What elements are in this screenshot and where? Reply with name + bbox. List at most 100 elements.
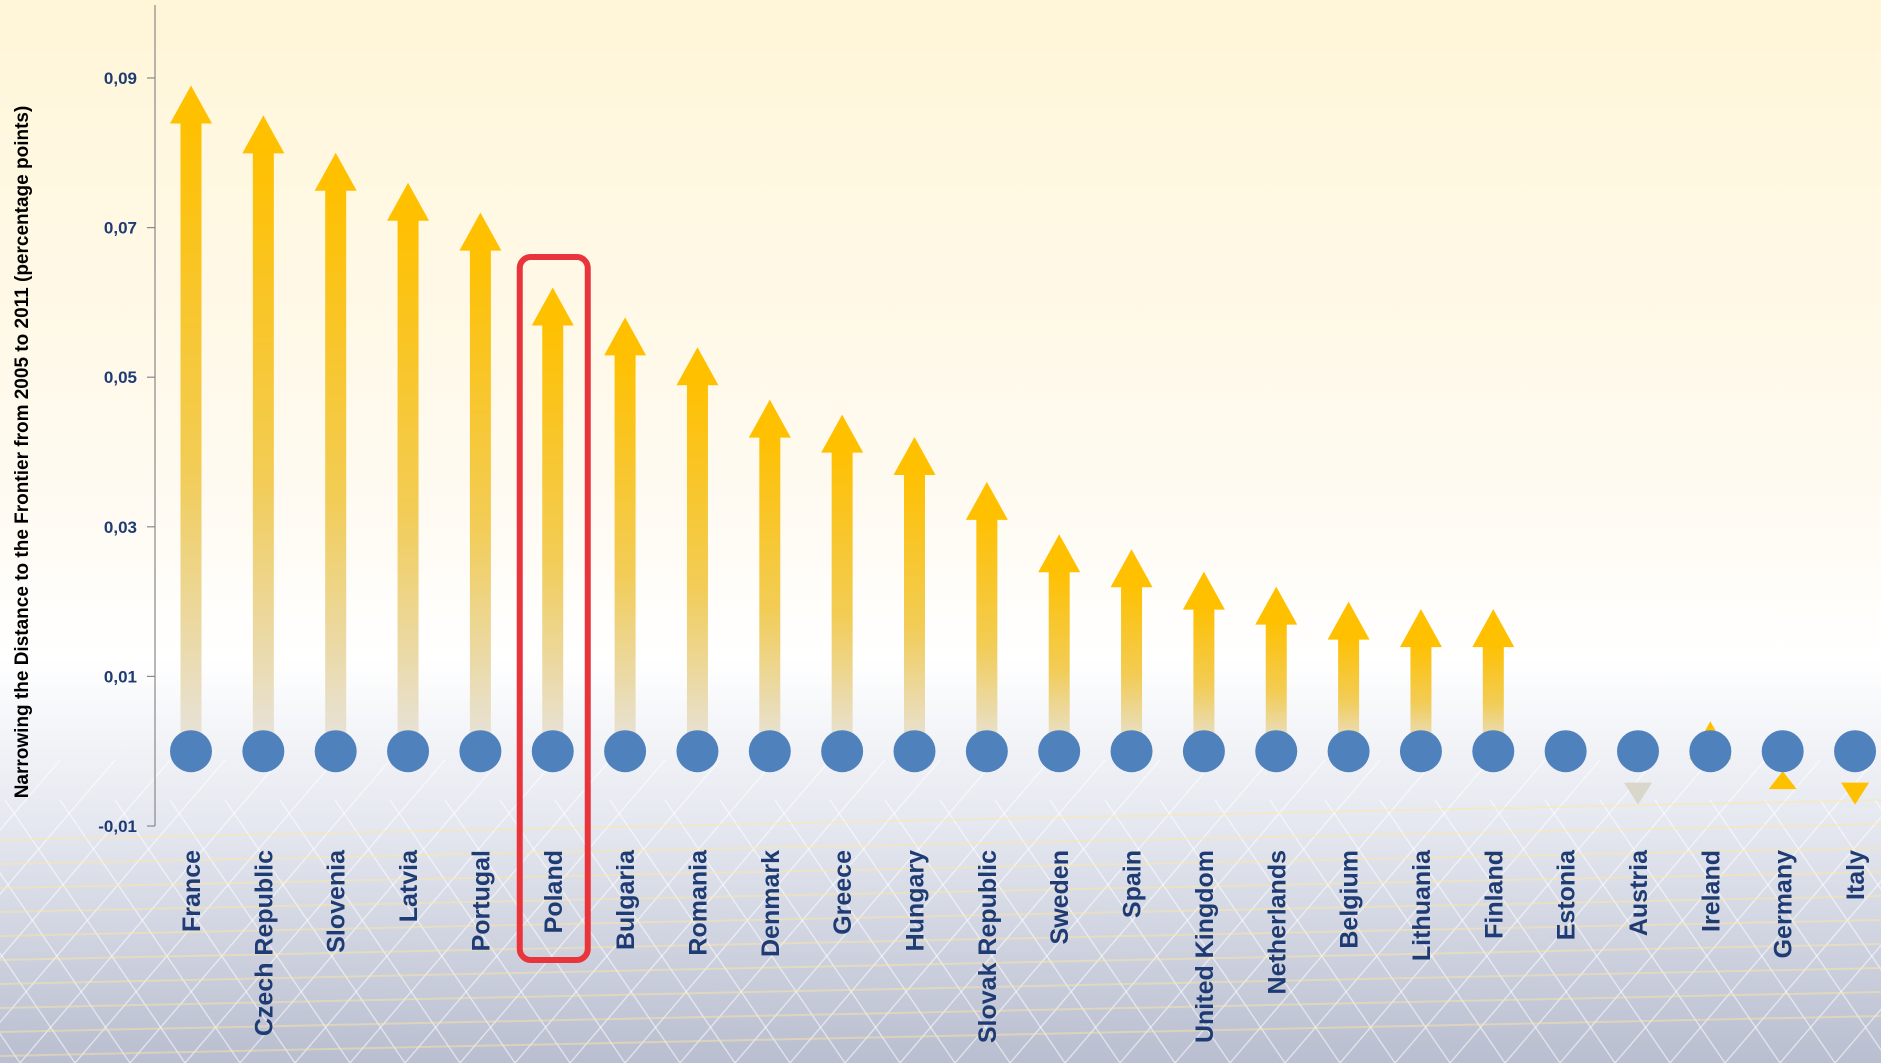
category-label: Denmark — [757, 850, 785, 957]
arrow-mark — [1761, 730, 1804, 790]
category-label: Portugal — [467, 850, 495, 951]
arrow-shaft — [1482, 643, 1504, 752]
arrow-head — [1768, 771, 1797, 790]
dot-marker — [1399, 730, 1442, 773]
y-axis: 0,09 0,07 0,05 0,03 0,01 -0,01 — [98, 5, 156, 836]
dot-marker — [1472, 730, 1515, 773]
category-label: Finland — [1480, 850, 1508, 939]
dot-marker — [1255, 730, 1298, 773]
arrow-shaft — [1048, 568, 1070, 752]
category-label: Greece — [829, 850, 857, 935]
dot-marker — [459, 730, 502, 773]
arrow-shaft — [976, 515, 998, 752]
category-label: Austria — [1625, 849, 1653, 936]
arrow-shaft — [1193, 605, 1215, 752]
arrow-shaft — [469, 246, 491, 752]
dot-marker — [387, 730, 430, 773]
dot-marker — [1689, 730, 1732, 773]
arrow-mark — [821, 414, 864, 773]
y-tick-label: 0,09 — [104, 69, 137, 88]
dot-marker — [170, 730, 212, 773]
arrow-mark — [893, 437, 936, 773]
arrow-mark — [1689, 721, 1732, 773]
arrow-shaft — [1338, 635, 1360, 752]
category-label: Poland — [540, 850, 568, 933]
dot-marker — [748, 730, 791, 773]
arrow-head — [531, 287, 574, 326]
arrow-head — [1255, 586, 1298, 625]
y-tick-label: 0,07 — [104, 219, 137, 238]
arrow-head — [893, 437, 936, 476]
arrow-shaft — [1410, 643, 1432, 752]
category-label: Italy — [1842, 850, 1870, 900]
arrow-mark — [242, 115, 285, 773]
arrow-shaft — [614, 351, 636, 752]
y-tick-label: 0,01 — [104, 667, 137, 686]
category-label: Lithuania — [1408, 849, 1436, 961]
arrow-shaft — [1265, 620, 1287, 752]
category-label: Ireland — [1697, 850, 1725, 932]
dot-marker — [531, 730, 574, 773]
dot-marker — [1038, 730, 1081, 773]
arrow-head — [965, 481, 1008, 520]
dot-marker — [821, 730, 864, 773]
category-label: Slovak Republic — [974, 850, 1002, 1043]
arrow-head — [821, 414, 864, 453]
category-label: Czech Republic — [250, 850, 278, 1036]
arrow-mark — [531, 287, 574, 773]
arrow-mark — [1834, 730, 1877, 805]
dot-marker — [1182, 730, 1225, 773]
category-label: Estonia — [1553, 849, 1581, 940]
arrow-head — [242, 115, 285, 154]
y-tick-label: 0,05 — [104, 368, 137, 387]
arrow-shaft — [759, 433, 781, 752]
y-axis-title: Narrowing the Distance to the Frontier f… — [12, 106, 33, 799]
arrow-head — [1472, 609, 1515, 648]
arrow-mark — [604, 317, 647, 773]
arrow-shaft — [252, 149, 274, 752]
arrow-mark — [1327, 601, 1370, 773]
arrow-mark — [314, 152, 357, 773]
arrow-head — [170, 85, 212, 124]
category-label: Hungary — [902, 850, 930, 952]
dot-marker — [1617, 730, 1659, 773]
dot-marker — [1327, 730, 1370, 773]
dot-marker — [604, 730, 647, 773]
arrow-mark — [387, 182, 430, 773]
dot-marker — [1544, 730, 1587, 773]
arrow-head — [1841, 782, 1870, 805]
arrow-shaft — [325, 186, 347, 752]
category-label: Spain — [1119, 850, 1147, 918]
category-label: Bulgaria — [612, 849, 640, 950]
arrow-head — [387, 182, 430, 221]
arrow-head — [1327, 601, 1370, 640]
y-tick-label: 0,03 — [104, 518, 137, 537]
arrow-head — [1399, 609, 1442, 648]
dot-marker — [242, 730, 285, 773]
arrow-mark — [1255, 586, 1298, 773]
dot-marker — [676, 730, 719, 773]
arrow-head — [1624, 782, 1652, 805]
dot-marker — [1110, 730, 1153, 773]
highlight-box — [516, 254, 591, 963]
arrow-mark — [676, 347, 719, 773]
arrow-shaft — [180, 119, 202, 752]
dot-marker — [1834, 730, 1877, 773]
arrow-head — [604, 317, 647, 356]
arrow-shaft — [831, 448, 853, 752]
category-label: France — [178, 850, 206, 932]
category-label: Belgium — [1336, 850, 1364, 949]
category-label: Sweden — [1046, 850, 1074, 944]
arrow-mark — [170, 85, 212, 773]
arrow-mark — [1544, 730, 1587, 773]
y-tick-label: -0,01 — [98, 817, 137, 836]
arrow-head — [748, 399, 791, 438]
arrow-head — [314, 152, 357, 191]
dot-marker — [1761, 730, 1804, 773]
arrow-head — [676, 347, 719, 386]
category-label: Latvia — [395, 849, 423, 922]
arrow-mark — [459, 212, 502, 773]
